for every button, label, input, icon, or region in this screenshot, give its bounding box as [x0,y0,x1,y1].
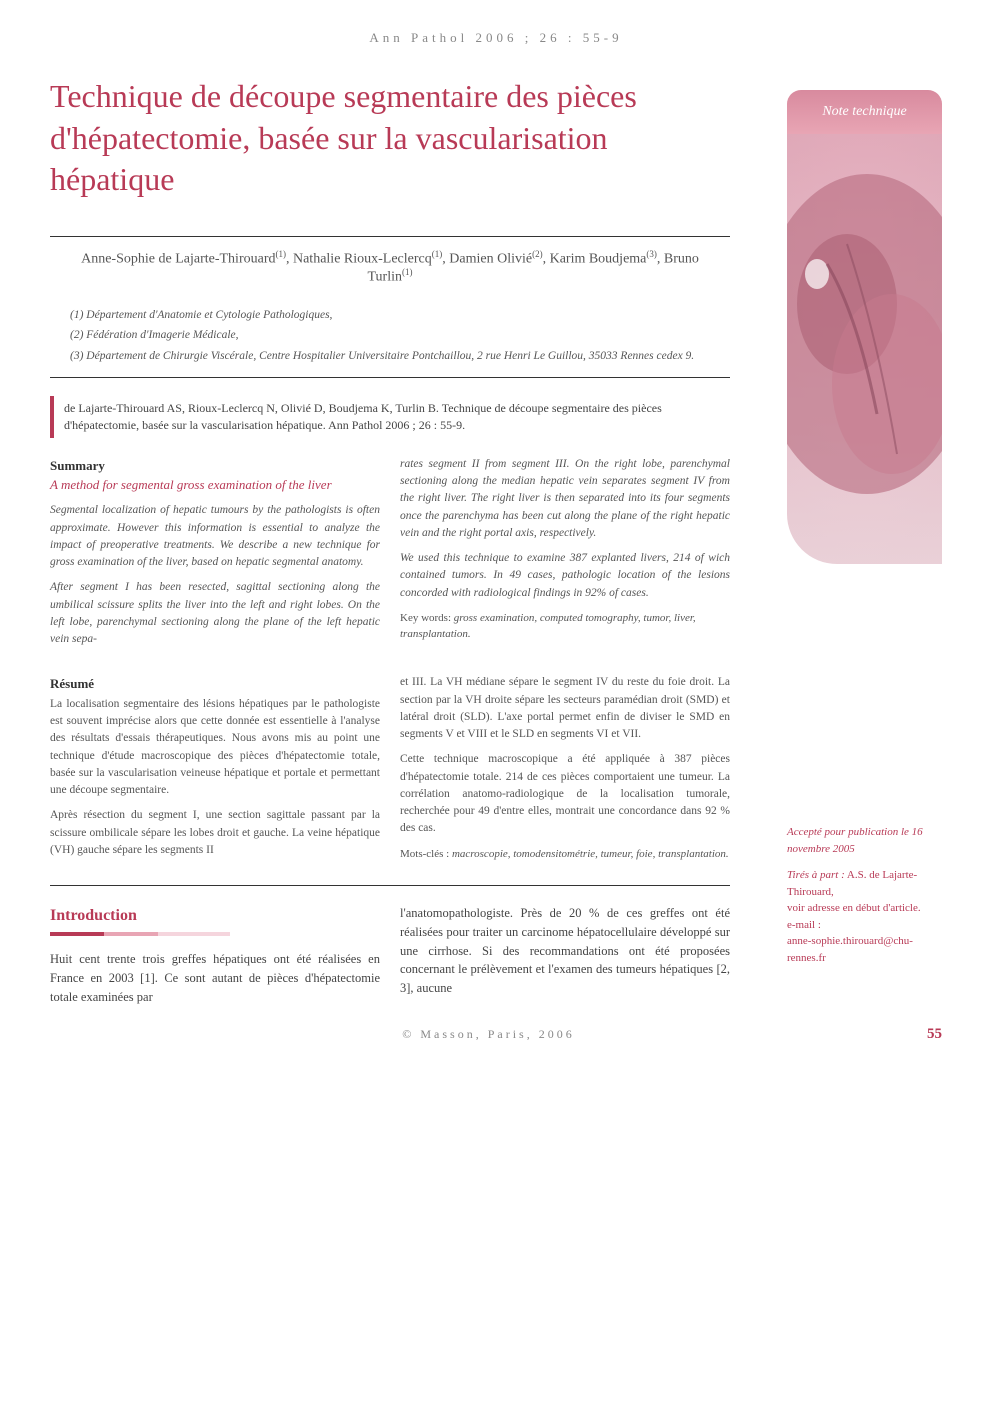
resume-para: et III. La VH médiane sépare le segment … [400,674,730,743]
affiliations: (1) Département d'Anatomie et Cytologie … [50,298,730,377]
note-technique-label: Note technique [787,90,942,134]
summary-block: Summary A method for segmental gross exa… [50,456,730,656]
intro-para: l'anatomopathologiste. Près de 20 % de c… [400,904,730,998]
footer: © Masson, Paris, 2006 55 [0,1026,992,1063]
sidebar-info: Accepté pour publication le 16 novembre … [787,824,942,966]
intro-para: Huit cent trente trois greffes hépatique… [50,950,380,1006]
offprint-addr: voir adresse en début d'article. [787,900,942,917]
intro-heading: Introduction [50,904,380,928]
running-header: Ann Pathol 2006 ; 26 : 55-9 [50,30,942,46]
offprint: Tirés à part : A.S. de Lajarte-Thirouard… [787,867,942,900]
copyright: © Masson, Paris, 2006 [50,1027,927,1042]
summary-para: rates segment II from segment III. On th… [400,456,730,542]
resume-block: Résumé La localisation segmentaire des l… [50,674,730,867]
resume-para: La localisation segmentaire des lésions … [50,696,380,800]
summary-subheading: A method for segmental gross examination… [50,477,380,494]
summary-para: Segmental localization of hepatic tumour… [50,502,380,571]
summary-heading: Summary [50,456,380,476]
sidebar: Note technique [787,90,942,564]
resume-heading: Résumé [50,674,380,694]
intro-underline [50,932,230,936]
citation: de Lajarte-Thirouard AS, Rioux-Leclercq … [50,396,730,438]
article-title: Technique de découpe segmentaire des piè… [50,76,730,201]
summary-para: We used this technique to examine 387 ex… [400,550,730,602]
liver-illustration [787,134,942,564]
page-number: 55 [927,1026,942,1043]
divider [50,377,730,378]
accepted-date: Accepté pour publication le 16 novembre … [787,824,942,857]
keywords-en: Key words: gross examination, computed t… [400,610,730,643]
email-label: e-mail : [787,917,942,934]
main-column: Technique de découpe segmentaire des piè… [50,76,730,1006]
intro-block: Introduction Huit cent trente trois gref… [50,904,730,1006]
keywords-fr: Mots-clés : macroscopie, tomodensitométr… [400,846,730,863]
authors: Anne-Sophie de Lajarte-Thirouard(1), Nat… [50,237,730,298]
resume-para: Cette technique macroscopique a été appl… [400,751,730,837]
divider [50,885,730,886]
resume-para: Après résection du segment I, une sectio… [50,807,380,859]
summary-para: After segment I has been resected, sagit… [50,579,380,648]
email: anne-sophie.thirouard@chu-rennes.fr [787,933,942,966]
liver-icon [787,134,942,564]
